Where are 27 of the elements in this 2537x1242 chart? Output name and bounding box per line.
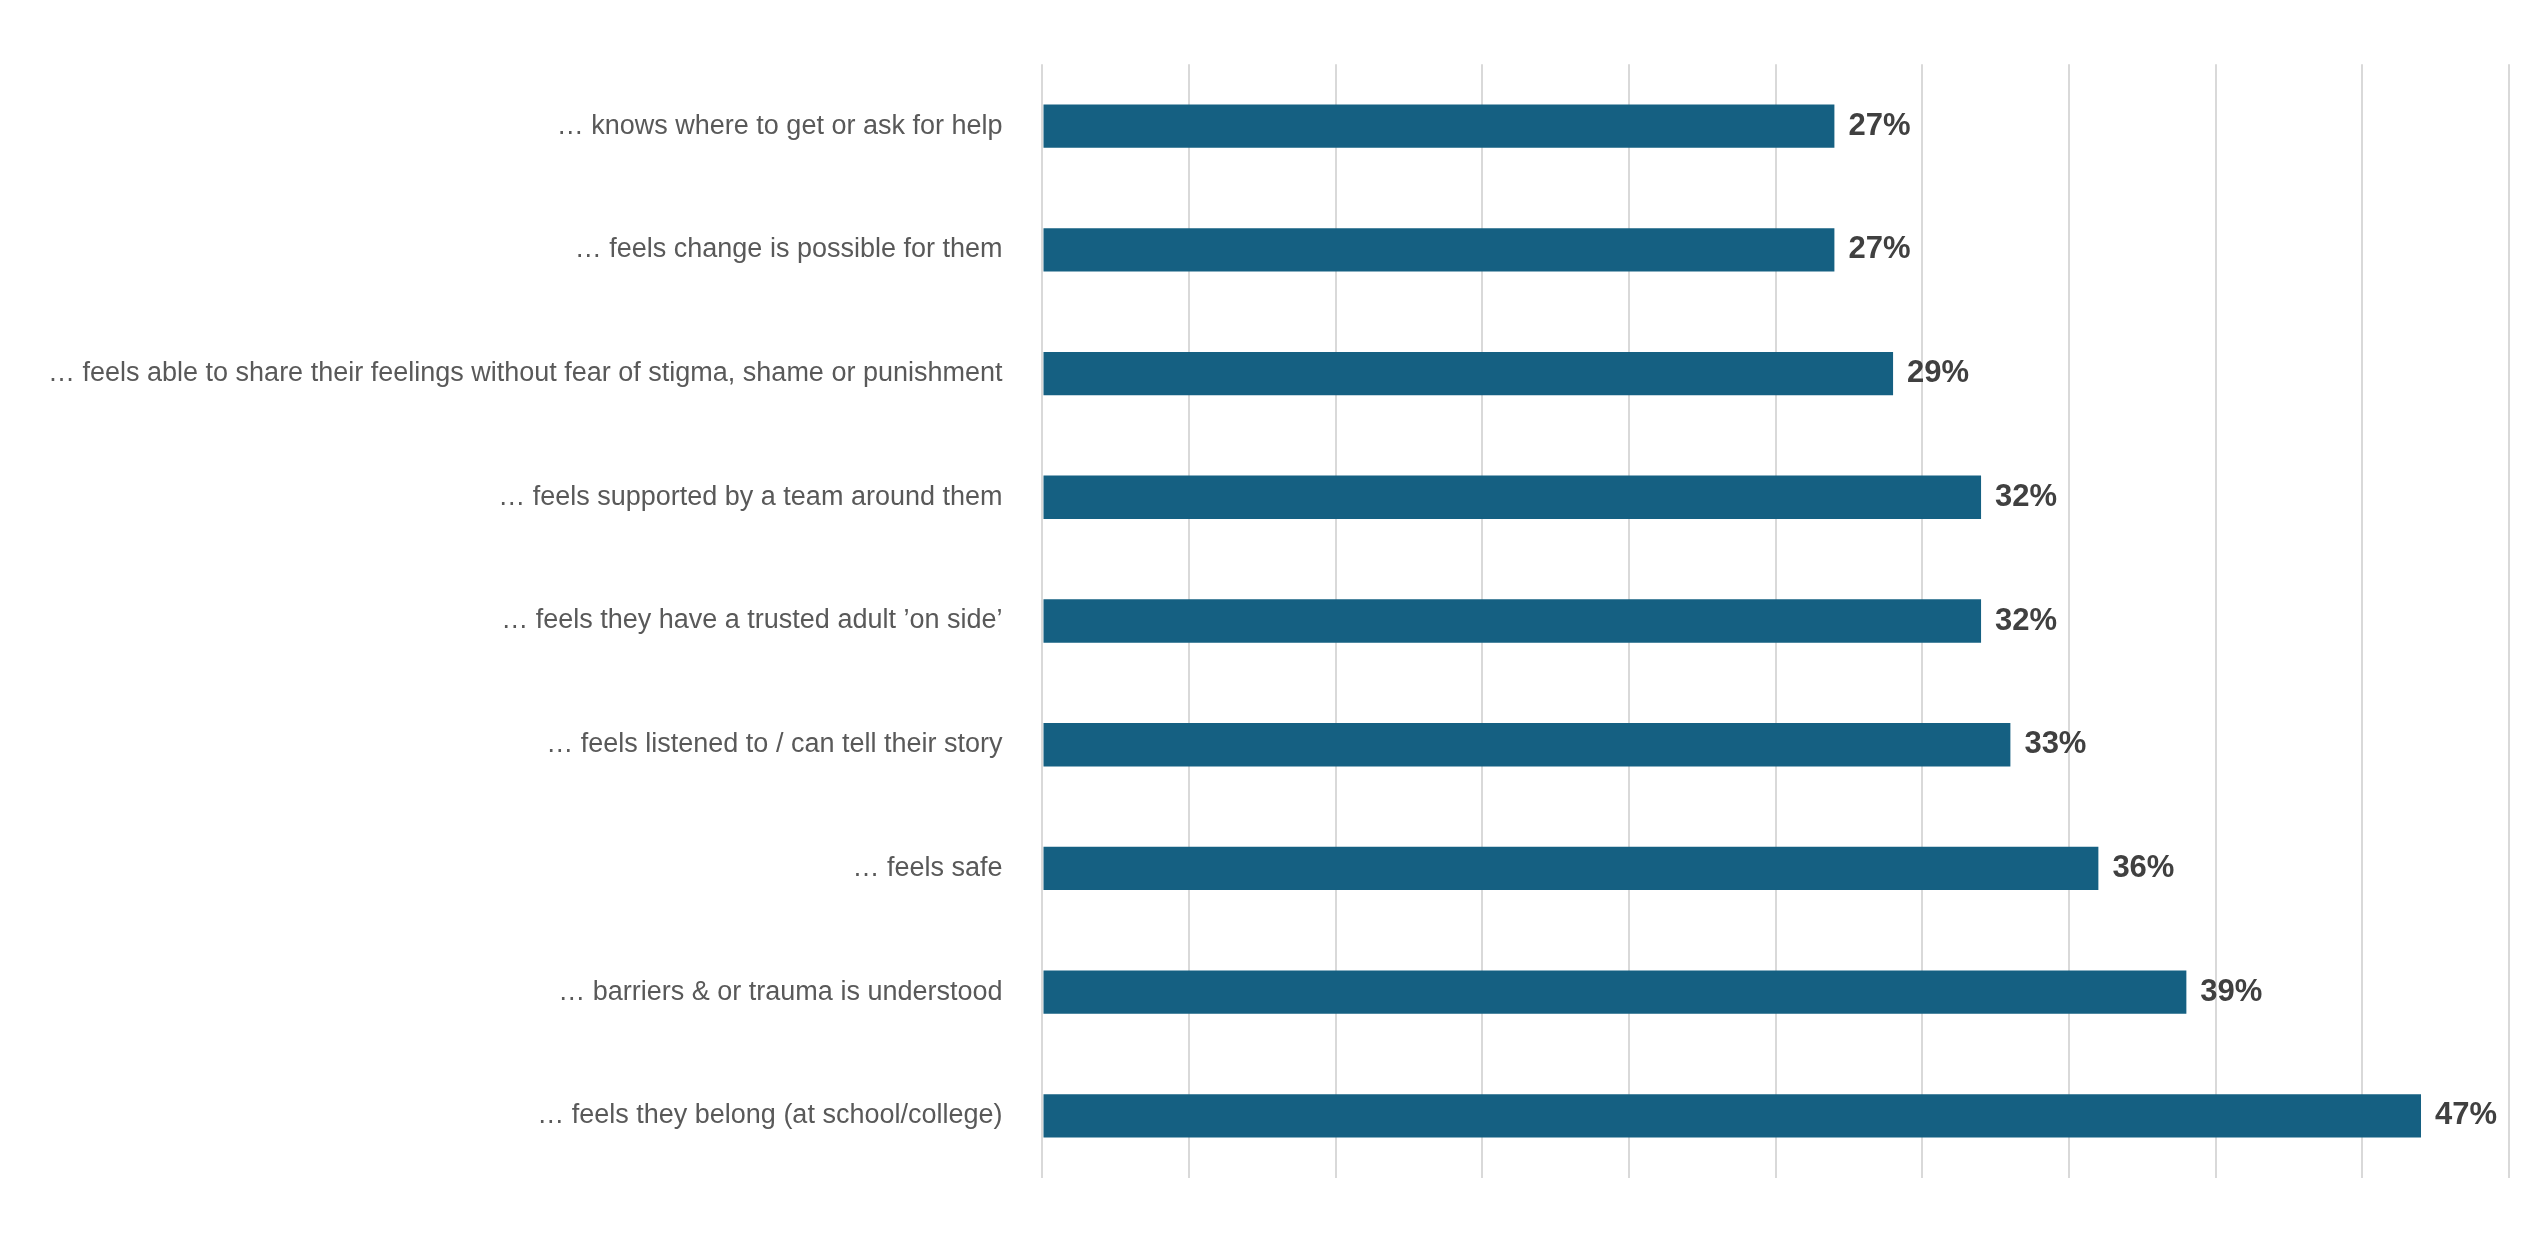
y-tick-label: … feels they belong (at school/college) (537, 1099, 1003, 1130)
bar (1043, 723, 2011, 767)
data-label: 39% (2200, 972, 2263, 1008)
y-tick-label: … feels listened to / can tell their story (546, 728, 1003, 759)
y-tick-label: … feels able to share their feelings without fear of stigma, shame or punishment (47, 356, 1003, 387)
data-label: 32% (1995, 601, 2058, 637)
bar (1043, 104, 1835, 148)
bar (1043, 228, 1835, 272)
data-label: 33% (2024, 725, 2087, 761)
y-tick-label: … feels supported by a team around them (498, 480, 1003, 511)
bar (1043, 351, 1894, 396)
data-label: 32% (1995, 477, 2058, 513)
y-tick-label: … knows where to get or ask for help (556, 109, 1003, 140)
bar (1043, 846, 2099, 891)
y-tick-label: … feels change is possible for them (574, 233, 1003, 264)
y-tick-label: … feels safe (852, 851, 1003, 882)
data-label: 36% (2112, 849, 2175, 885)
data-label: 27% (1848, 106, 1911, 142)
data-label: 47% (2435, 1096, 2498, 1132)
bar (1043, 1094, 2422, 1138)
bar (1043, 970, 2187, 1014)
bar (1043, 599, 1982, 643)
y-tick-label: … barriers & or trauma is understood (558, 975, 1003, 1006)
bar (1043, 475, 1982, 519)
y-tick-label: … feels they have a trusted adult ’on side’ (501, 604, 1003, 635)
data-label: 29% (1907, 354, 1970, 390)
data-label: 27% (1848, 230, 1911, 266)
